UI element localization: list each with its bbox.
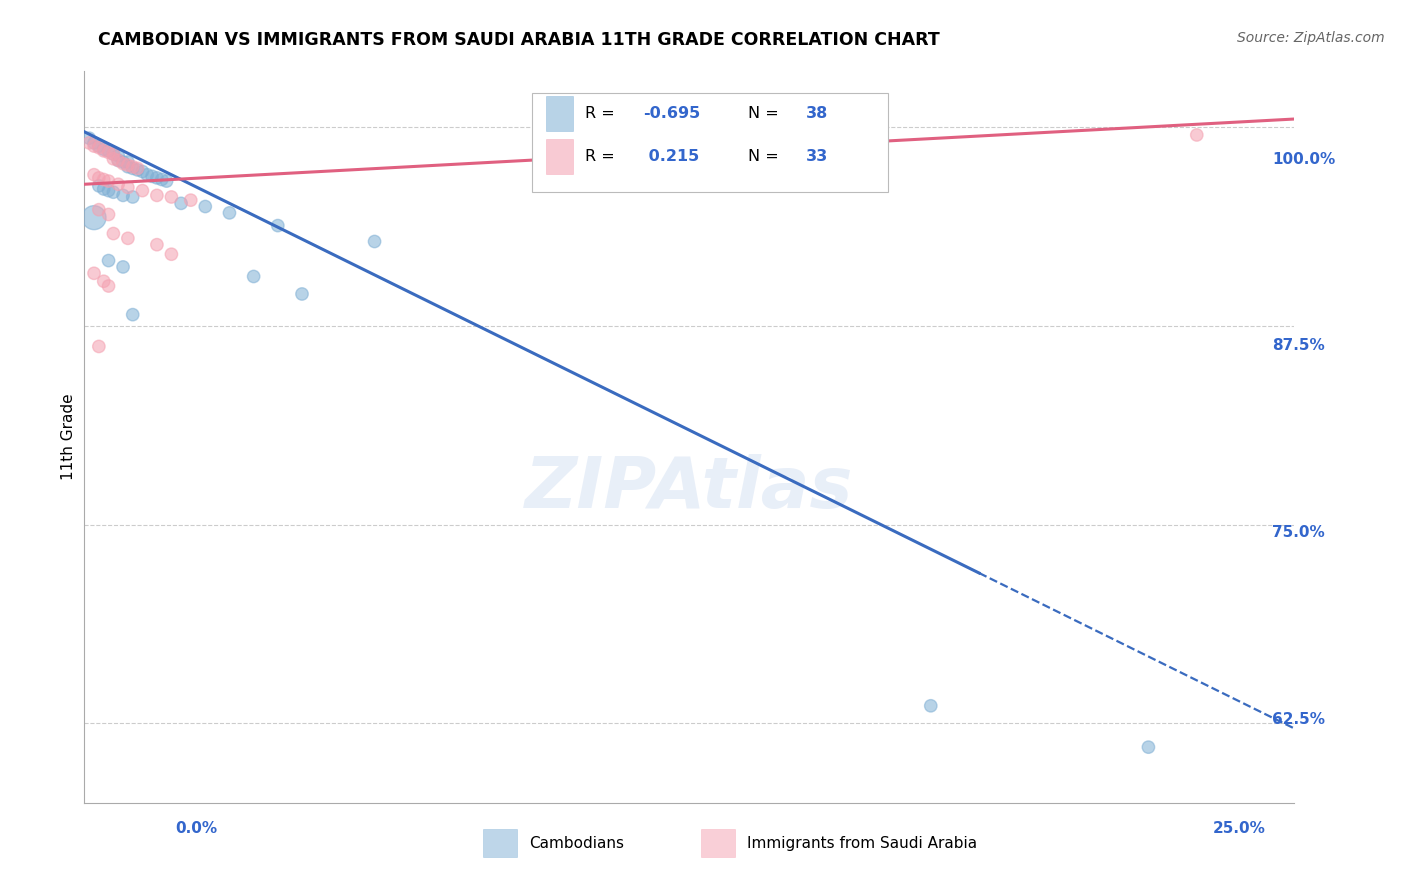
Point xyxy=(160,247,183,261)
Point xyxy=(112,155,135,169)
Point xyxy=(112,260,135,274)
Text: 87.5%: 87.5% xyxy=(1272,338,1326,353)
Text: R =: R = xyxy=(585,106,620,120)
Point xyxy=(160,190,183,204)
Point xyxy=(103,185,125,199)
Point xyxy=(112,156,135,170)
Point xyxy=(83,211,105,225)
Point xyxy=(87,178,110,193)
Point xyxy=(141,169,163,184)
Point xyxy=(103,147,125,161)
Point xyxy=(93,274,115,288)
Text: 75.0%: 75.0% xyxy=(1272,525,1326,540)
Text: 100.0%: 100.0% xyxy=(1272,152,1336,167)
Point xyxy=(146,170,169,185)
Point xyxy=(83,168,105,182)
FancyBboxPatch shape xyxy=(702,830,735,857)
Text: N =: N = xyxy=(748,106,785,120)
Point xyxy=(97,145,120,160)
Point xyxy=(194,200,217,214)
Point xyxy=(127,163,149,178)
Point xyxy=(242,269,264,284)
Point xyxy=(107,153,129,168)
Point xyxy=(87,339,110,353)
Text: 0.0%: 0.0% xyxy=(176,821,218,836)
Text: R =: R = xyxy=(585,149,620,164)
Text: Immigrants from Saudi Arabia: Immigrants from Saudi Arabia xyxy=(747,836,977,851)
Point xyxy=(97,207,120,221)
Point xyxy=(87,141,110,155)
Point xyxy=(121,190,143,204)
Text: N =: N = xyxy=(748,149,785,164)
Point xyxy=(131,184,153,198)
Point xyxy=(107,148,129,162)
Point xyxy=(93,172,115,186)
Point xyxy=(121,160,143,174)
Text: 25.0%: 25.0% xyxy=(1212,821,1265,836)
FancyBboxPatch shape xyxy=(547,139,572,174)
Point xyxy=(170,196,193,211)
Point xyxy=(107,153,129,168)
FancyBboxPatch shape xyxy=(484,830,517,857)
Point xyxy=(83,266,105,280)
Point xyxy=(77,136,100,150)
Point xyxy=(97,184,120,198)
Point xyxy=(1137,740,1160,755)
Text: -0.695: -0.695 xyxy=(643,106,700,120)
Point xyxy=(155,174,177,188)
Point xyxy=(97,253,120,268)
Text: 62.5%: 62.5% xyxy=(1272,712,1326,727)
FancyBboxPatch shape xyxy=(531,94,889,192)
Point xyxy=(103,147,125,161)
Point xyxy=(83,139,105,153)
Text: 33: 33 xyxy=(806,149,828,164)
Point xyxy=(117,160,139,174)
Point xyxy=(97,279,120,293)
Point xyxy=(117,158,139,172)
Point xyxy=(121,308,143,322)
Point xyxy=(87,170,110,185)
Point xyxy=(136,168,159,182)
FancyBboxPatch shape xyxy=(547,95,572,131)
Point xyxy=(103,152,125,166)
Point xyxy=(146,237,169,252)
Point xyxy=(97,144,120,158)
Point xyxy=(87,202,110,217)
Point xyxy=(218,206,240,220)
Text: Source: ZipAtlas.com: Source: ZipAtlas.com xyxy=(1237,31,1385,45)
Point xyxy=(291,287,314,301)
Text: CAMBODIAN VS IMMIGRANTS FROM SAUDI ARABIA 11TH GRADE CORRELATION CHART: CAMBODIAN VS IMMIGRANTS FROM SAUDI ARABI… xyxy=(98,31,941,49)
Point xyxy=(112,188,135,202)
Point xyxy=(146,188,169,202)
Text: 0.215: 0.215 xyxy=(643,149,699,164)
Point xyxy=(93,142,115,156)
Point xyxy=(127,161,149,176)
Point xyxy=(87,139,110,153)
Point xyxy=(103,227,125,241)
Point xyxy=(180,193,202,207)
Point xyxy=(131,164,153,178)
Point xyxy=(363,235,385,249)
Point xyxy=(150,172,173,186)
Text: ZIPAtlas: ZIPAtlas xyxy=(524,454,853,523)
Point xyxy=(93,144,115,158)
Point xyxy=(117,155,139,169)
Text: 38: 38 xyxy=(806,106,828,120)
Point xyxy=(117,180,139,194)
Text: Cambodians: Cambodians xyxy=(529,836,624,851)
Point xyxy=(920,698,942,713)
Point xyxy=(93,182,115,196)
Point xyxy=(1185,128,1208,142)
Point xyxy=(107,178,129,192)
Point xyxy=(97,174,120,188)
Point xyxy=(77,131,100,145)
Point xyxy=(117,231,139,245)
Point xyxy=(83,136,105,150)
Y-axis label: 11th Grade: 11th Grade xyxy=(60,393,76,481)
Point xyxy=(121,161,143,176)
Point xyxy=(267,219,290,233)
